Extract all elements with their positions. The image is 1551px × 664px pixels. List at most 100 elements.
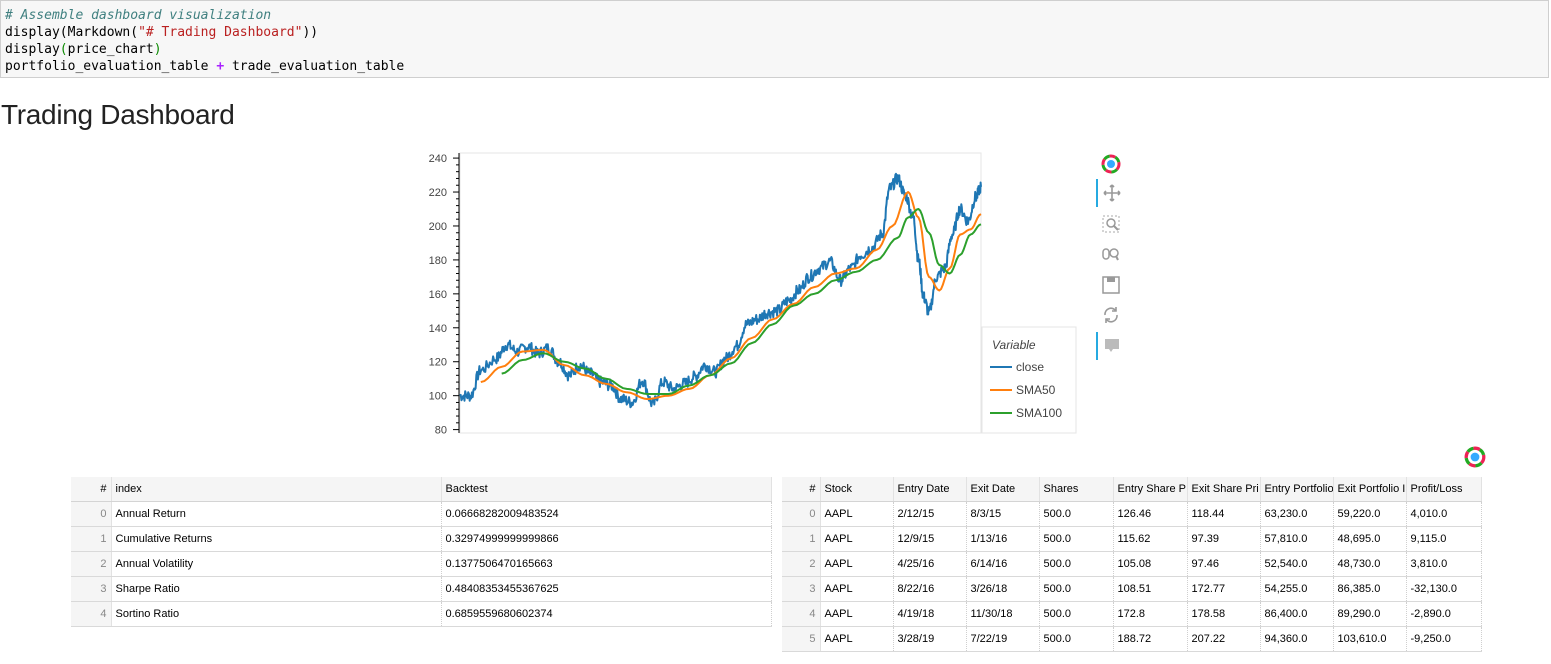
wheel-zoom-icon[interactable]	[1096, 241, 1126, 269]
table-cell[interactable]: 8/22/16	[893, 576, 967, 602]
table-cell[interactable]: 2/12/15	[893, 501, 967, 527]
column-header[interactable]: index	[111, 477, 442, 502]
table-cell[interactable]: 7/22/19	[966, 626, 1040, 652]
table-cell[interactable]: 115.62	[1113, 526, 1188, 552]
table-row[interactable]: 4 AAPL 4/19/18 11/30/18 500.0 172.8 178.58 86,4…	[782, 601, 1482, 627]
table-cell[interactable]: 4/19/18	[893, 601, 967, 627]
table-cell[interactable]: AAPL	[820, 576, 894, 602]
table-cell[interactable]: 500.0	[1039, 601, 1114, 627]
table-cell[interactable]: 103,610.0	[1333, 626, 1407, 652]
table-cell[interactable]: 0.6859559680602374	[441, 601, 772, 627]
table-cell[interactable]: 89,290.0	[1333, 601, 1407, 627]
table-cell[interactable]: 500.0	[1039, 551, 1114, 577]
table-cell[interactable]: 86,400.0	[1260, 601, 1334, 627]
table-cell[interactable]: 48,695.0	[1333, 526, 1407, 552]
table-cell[interactable]: 8/3/15	[966, 501, 1040, 527]
table-cell[interactable]: 97.46	[1187, 551, 1261, 577]
code-cell[interactable]: # Assemble dashboard visualization displ…	[0, 0, 1549, 78]
table-cell[interactable]: Annual Volatility	[111, 551, 442, 577]
table-cell[interactable]: AAPL	[820, 601, 894, 627]
row-index[interactable]: 0	[782, 501, 821, 527]
table-cell[interactable]: -9,250.0	[1406, 626, 1482, 652]
row-index[interactable]: 1	[782, 526, 821, 552]
column-header[interactable]: #	[71, 477, 112, 502]
column-header[interactable]: Entry Portfolio	[1260, 477, 1334, 502]
column-header[interactable]: Entry Date	[893, 477, 967, 502]
hover-icon[interactable]	[1096, 332, 1126, 360]
bokeh-logo-icon[interactable]	[1096, 150, 1126, 178]
table-cell[interactable]: 6/14/16	[966, 551, 1040, 577]
table-cell[interactable]: 4/25/16	[893, 551, 967, 577]
table-cell[interactable]: 3,810.0	[1406, 551, 1482, 577]
table-cell[interactable]: 86,385.0	[1333, 576, 1407, 602]
bokeh-logo-icon[interactable]	[1464, 446, 1486, 468]
table-cell[interactable]: 3/28/19	[893, 626, 967, 652]
table-cell[interactable]: Sharpe Ratio	[111, 576, 442, 602]
row-index[interactable]: 2	[782, 551, 821, 577]
table-row[interactable]: 2 AAPL 4/25/16 6/14/16 500.0 105.08 97.46 52,54…	[782, 551, 1482, 577]
table-cell[interactable]: 126.46	[1113, 501, 1188, 527]
reset-icon[interactable]	[1096, 301, 1126, 329]
table-cell[interactable]: AAPL	[820, 526, 894, 552]
table-cell[interactable]: 9,115.0	[1406, 526, 1482, 552]
table-row[interactable]: 3 Sharpe Ratio 0.48408353455367625	[71, 576, 772, 602]
table-cell[interactable]: 12/9/15	[893, 526, 967, 552]
column-header[interactable]: Profit/Loss	[1406, 477, 1482, 502]
table-cell[interactable]: 500.0	[1039, 576, 1114, 602]
table-cell[interactable]: 48,730.0	[1333, 551, 1407, 577]
table-cell[interactable]: 54,255.0	[1260, 576, 1334, 602]
table-cell[interactable]: 172.77	[1187, 576, 1261, 602]
table-cell[interactable]: 500.0	[1039, 626, 1114, 652]
table-cell[interactable]: 0.06668282009483524	[441, 501, 772, 527]
table-cell[interactable]: 188.72	[1113, 626, 1188, 652]
table-cell[interactable]: -2,890.0	[1406, 601, 1482, 627]
column-header[interactable]: Stock	[820, 477, 894, 502]
table-cell[interactable]: 207.22	[1187, 626, 1261, 652]
table-row[interactable]: 1 Cumulative Returns 0.32974999999999866	[71, 526, 772, 552]
table-cell[interactable]: 178.58	[1187, 601, 1261, 627]
table-cell[interactable]: 57,810.0	[1260, 526, 1334, 552]
table-cell[interactable]: 94,360.0	[1260, 626, 1334, 652]
table-cell[interactable]: 11/30/18	[966, 601, 1040, 627]
table-row[interactable]: 3 AAPL 8/22/16 3/26/18 500.0 108.51 172.77 54,2…	[782, 576, 1482, 602]
table-row[interactable]: 0 AAPL 2/12/15 8/3/15 500.0 126.46 118.44 63,23…	[782, 501, 1482, 527]
column-header[interactable]: Exit Share Pri	[1187, 477, 1261, 502]
row-index[interactable]: 3	[782, 576, 821, 602]
table-row[interactable]: 4 Sortino Ratio 0.6859559680602374	[71, 601, 772, 627]
table-cell[interactable]: 59,220.0	[1333, 501, 1407, 527]
row-index[interactable]: 5	[782, 626, 821, 652]
column-header[interactable]: Exit Portfolio I	[1333, 477, 1407, 502]
save-icon[interactable]	[1096, 271, 1126, 299]
table-cell[interactable]: 3/26/18	[966, 576, 1040, 602]
table-cell[interactable]: Annual Return	[111, 501, 442, 527]
table-cell[interactable]: 0.1377506470165663	[441, 551, 772, 577]
row-index[interactable]: 0	[71, 501, 112, 527]
table-cell[interactable]: 63,230.0	[1260, 501, 1334, 527]
table-row[interactable]: 1 AAPL 12/9/15 1/13/16 500.0 115.62 97.39 57,81…	[782, 526, 1482, 552]
table-cell[interactable]: AAPL	[820, 551, 894, 577]
column-header[interactable]: Backtest	[441, 477, 772, 502]
table-cell[interactable]: 0.48408353455367625	[441, 576, 772, 602]
table-cell[interactable]: 52,540.0	[1260, 551, 1334, 577]
table-cell[interactable]: AAPL	[820, 501, 894, 527]
row-index[interactable]: 1	[71, 526, 112, 552]
table-cell[interactable]: 105.08	[1113, 551, 1188, 577]
table-cell[interactable]: Sortino Ratio	[111, 601, 442, 627]
table-cell[interactable]: Cumulative Returns	[111, 526, 442, 552]
table-cell[interactable]: 172.8	[1113, 601, 1188, 627]
row-index[interactable]: 4	[71, 601, 112, 627]
table-cell[interactable]: AAPL	[820, 626, 894, 652]
table-cell[interactable]: 108.51	[1113, 576, 1188, 602]
column-header[interactable]: Entry Share P	[1113, 477, 1188, 502]
row-index[interactable]: 4	[782, 601, 821, 627]
table-row[interactable]: 0 Annual Return 0.06668282009483524	[71, 501, 772, 527]
table-cell[interactable]: 97.39	[1187, 526, 1261, 552]
table-cell[interactable]: -32,130.0	[1406, 576, 1482, 602]
table-cell[interactable]: 500.0	[1039, 501, 1114, 527]
portfolio-evaluation-table[interactable]: # index Backtest 0 Annual Return 0.0666828…	[71, 477, 772, 627]
pan-icon[interactable]	[1096, 179, 1126, 207]
table-cell[interactable]: 500.0	[1039, 526, 1114, 552]
table-row[interactable]: 5 AAPL 3/28/19 7/22/19 500.0 188.72 207.22 94,3…	[782, 626, 1482, 652]
column-header[interactable]: #	[782, 477, 821, 502]
table-cell[interactable]: 0.32974999999999866	[441, 526, 772, 552]
